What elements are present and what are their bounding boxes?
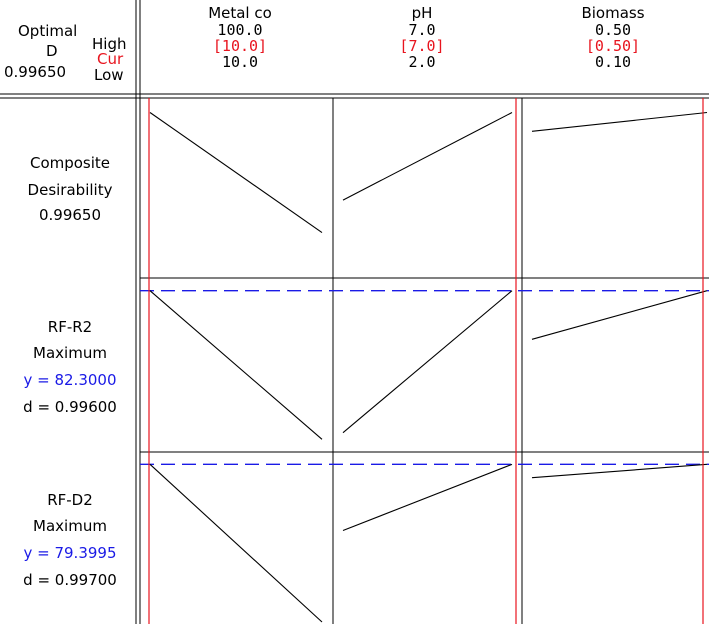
traces bbox=[149, 111, 708, 623]
row-rfd2-y: y = 79.3995 bbox=[23, 544, 117, 562]
trace-row2-biomass bbox=[531, 290, 708, 340]
trace-row1-biomass bbox=[531, 111, 708, 132]
row-rfr2-y: y = 82.3000 bbox=[23, 371, 117, 389]
row-rfd2-d: d = 0.99700 bbox=[23, 571, 117, 589]
factor-low-metal: 10.0 bbox=[221, 53, 259, 71]
factor-cur-biomass: [0.50] bbox=[585, 37, 641, 55]
row-composite-line3: 0.99650 bbox=[38, 206, 102, 224]
row-rfr2-line1: RF-R2 bbox=[47, 318, 93, 336]
row-composite-line2: Desirability bbox=[27, 181, 113, 199]
row-rfd2-line1: RF-D2 bbox=[47, 491, 93, 509]
optimal-d-value: 0.99650 bbox=[4, 63, 67, 81]
trace-row1-ph bbox=[342, 112, 513, 201]
optimum-lines bbox=[140, 289, 709, 466]
row-composite-line1: Composite bbox=[29, 154, 111, 172]
trace-row2-ph bbox=[342, 290, 513, 434]
trace-row3-ph bbox=[342, 463, 513, 532]
factor-high-metal: 100.0 bbox=[217, 21, 263, 39]
factor-low-biomass: 0.10 bbox=[594, 53, 632, 71]
factor-cur-ph: [7.0] bbox=[399, 37, 445, 55]
trace-row2-metal-co bbox=[149, 290, 323, 440]
high-label: High bbox=[92, 35, 127, 53]
row-rfr2-line2: Maximum bbox=[33, 344, 107, 362]
optimal-d-label: D bbox=[46, 42, 58, 60]
factor-high-biomass: 0.50 bbox=[594, 21, 632, 39]
factor-low-ph: 2.0 bbox=[408, 53, 436, 71]
factor-name-biomass: Biomass bbox=[581, 4, 645, 22]
row-rfr2-d: d = 0.99600 bbox=[23, 398, 117, 416]
row-rfd2-line2: Maximum bbox=[33, 517, 107, 535]
trace-row3-biomass bbox=[531, 463, 708, 479]
trace-row1-metal-co bbox=[149, 112, 323, 233]
current-lines bbox=[148, 98, 704, 624]
optimal-label: Optimal bbox=[18, 22, 78, 40]
low-label: Low bbox=[94, 66, 124, 84]
trace-row3-metal-co bbox=[149, 463, 323, 623]
factor-high-ph: 7.0 bbox=[408, 21, 436, 39]
factor-name-metal: Metal co bbox=[208, 4, 272, 22]
factor-name-ph: pH bbox=[411, 4, 433, 22]
factor-cur-metal: [10.0] bbox=[212, 37, 268, 55]
cur-label: Cur bbox=[97, 50, 124, 68]
